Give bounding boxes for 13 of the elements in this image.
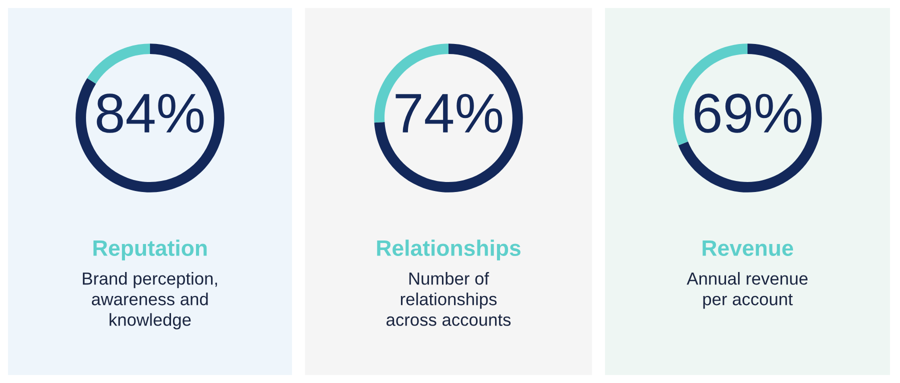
donut-slice [374, 44, 523, 192]
text: Revenue [702, 240, 794, 256]
text: Annual revenue per account [686, 272, 808, 309]
data-label: 84% [96, 94, 204, 133]
text: Brand perception, awareness and knowledge [82, 272, 217, 330]
text: Relationships [377, 240, 520, 260]
data-label: 69% [694, 94, 802, 133]
data-label: 74% [396, 94, 502, 133]
text: Number of relationships across accounts [386, 272, 511, 326]
text: Reputation [93, 240, 207, 260]
donut-slice [76, 44, 224, 192]
donut-slice [87, 44, 150, 84]
donut-slice [678, 44, 822, 192]
